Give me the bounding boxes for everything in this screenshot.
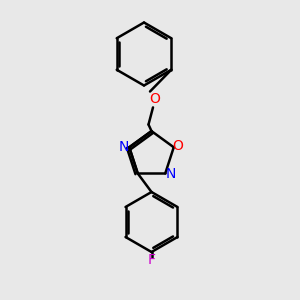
Text: O: O <box>172 139 183 153</box>
Text: F: F <box>148 253 155 266</box>
Text: N: N <box>166 167 176 181</box>
Text: N: N <box>119 140 129 154</box>
Text: O: O <box>149 92 160 106</box>
